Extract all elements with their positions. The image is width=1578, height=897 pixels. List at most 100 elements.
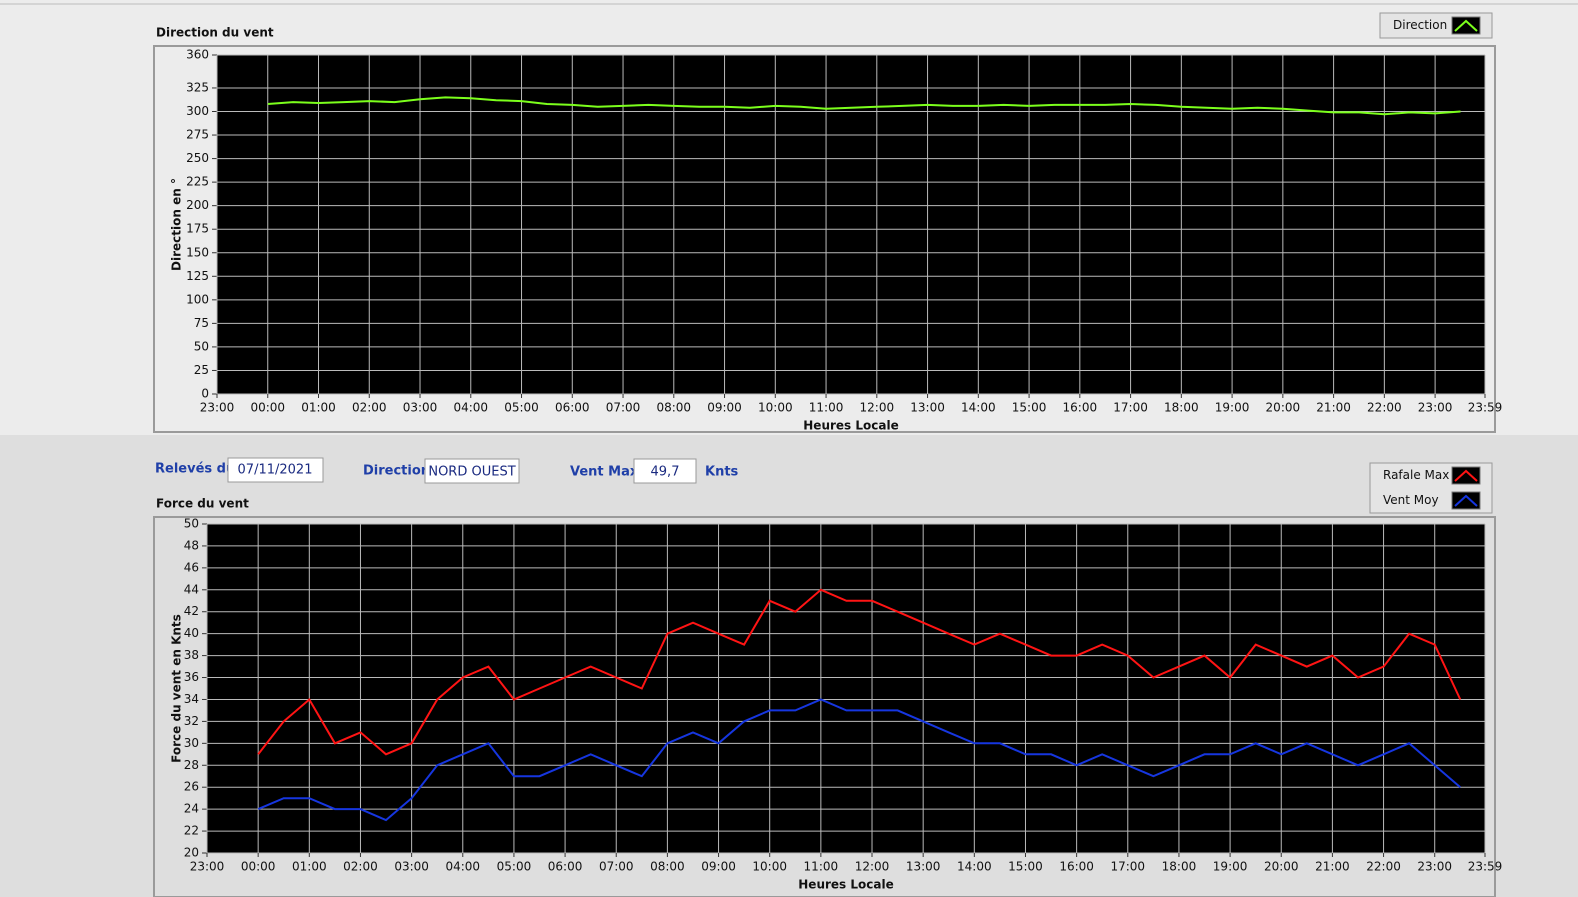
x-tick-label: 09:00: [701, 860, 736, 874]
x-tick-label: 01:00: [301, 401, 336, 415]
y-tick-label: 300: [186, 104, 209, 118]
y-tick-label: 36: [184, 670, 199, 684]
plot-area: [207, 524, 1485, 853]
x-tick-label: 15:00: [1012, 401, 1047, 415]
x-tick-label: 23:00: [190, 860, 225, 874]
x-tick-label: 19:00: [1213, 860, 1248, 874]
y-tick-label: 26: [184, 780, 199, 794]
legend-label: Direction: [1393, 18, 1447, 32]
legend-label: Rafale Max: [1383, 468, 1449, 482]
x-tick-label: 21:00: [1316, 401, 1351, 415]
y-tick-label: 44: [184, 582, 199, 596]
chart-title: Direction du vent: [156, 26, 274, 40]
x-tick-label: 11:00: [809, 401, 844, 415]
legend-swatch: [1454, 494, 1478, 507]
field-label: Relevés du: [155, 462, 235, 477]
x-tick-label: 19:00: [1215, 401, 1250, 415]
y-tick-label: 0: [201, 387, 209, 401]
field-box[interactable]: [227, 457, 324, 483]
x-axis-label: Heures Locale: [803, 419, 898, 433]
x-tick-label: 07:00: [606, 401, 641, 415]
y-tick-label: 34: [184, 692, 199, 706]
x-tick-label: 23:00: [1418, 401, 1453, 415]
x-tick-label: 04:00: [453, 401, 488, 415]
y-tick-label: 28: [184, 758, 199, 772]
legend-label: Vent Moy: [1383, 493, 1439, 507]
x-tick-label: 20:00: [1264, 860, 1299, 874]
x-tick-label: 16:00: [1063, 401, 1098, 415]
x-axis-label: Heures Locale: [798, 878, 893, 892]
y-tick-label: 42: [184, 604, 199, 618]
data-line: [257, 698, 1461, 822]
x-tick-label: 01:00: [292, 860, 327, 874]
x-tick-label: 13:00: [910, 401, 945, 415]
y-tick-label: 100: [186, 292, 209, 306]
x-tick-label: 14:00: [961, 401, 996, 415]
x-tick-label: 23:00: [200, 401, 235, 415]
x-tick-label: 05:00: [504, 401, 539, 415]
field-label: Direction: [363, 464, 430, 479]
x-tick-label: 06:00: [548, 860, 583, 874]
y-tick-label: 200: [186, 198, 209, 212]
legend-swatch: [1454, 19, 1478, 32]
x-tick-label: 09:00: [707, 401, 742, 415]
x-tick-label: 10:00: [752, 860, 787, 874]
x-tick-label: 22:00: [1367, 401, 1402, 415]
y-tick-label: 50: [194, 339, 209, 353]
y-tick-label: 125: [186, 269, 209, 283]
data-line: [267, 96, 1461, 116]
y-axis-label: Force du vent en Knts: [170, 614, 184, 763]
y-tick-label: 24: [184, 802, 199, 816]
y-tick-label: 22: [184, 824, 199, 838]
legend-icon: [1451, 16, 1481, 35]
data-line: [257, 588, 1462, 756]
field-box[interactable]: [424, 458, 520, 484]
x-tick-label: 00:00: [250, 401, 285, 415]
y-tick-label: 50: [184, 517, 199, 531]
y-axis-label: Direction en °: [170, 178, 184, 271]
legend-icon: [1451, 491, 1481, 510]
y-tick-label: 46: [184, 560, 199, 574]
x-tick-label: 08:00: [650, 860, 685, 874]
y-tick-label: 75: [194, 316, 209, 330]
x-tick-label: 17:00: [1113, 401, 1148, 415]
y-tick-label: 250: [186, 151, 209, 165]
field-value: 07/11/2021: [238, 463, 313, 478]
x-tick-label: 23:59: [1468, 860, 1503, 874]
y-tick-label: 360: [186, 48, 209, 62]
x-tick-label: 06:00: [555, 401, 590, 415]
field-box[interactable]: [633, 458, 697, 484]
y-tick-label: 38: [184, 648, 199, 662]
x-tick-label: 10:00: [758, 401, 793, 415]
y-tick-label: 32: [184, 714, 199, 728]
x-tick-label: 12:00: [860, 401, 895, 415]
x-tick-label: 18:00: [1162, 860, 1197, 874]
chart-title: Force du vent: [156, 497, 249, 511]
chart-frame: [153, 516, 1496, 897]
field-unit: Knts: [705, 465, 739, 480]
x-tick-label: 08:00: [656, 401, 691, 415]
x-tick-label: 04:00: [445, 860, 480, 874]
y-tick-label: 30: [184, 736, 199, 750]
chart-frame: [153, 45, 1496, 433]
x-tick-label: 13:00: [906, 860, 941, 874]
x-tick-label: 16:00: [1059, 860, 1094, 874]
x-tick-label: 07:00: [599, 860, 634, 874]
x-tick-label: 03:00: [394, 860, 429, 874]
x-tick-label: 23:59: [1468, 401, 1503, 415]
x-tick-label: 21:00: [1315, 860, 1350, 874]
x-tick-label: 05:00: [497, 860, 532, 874]
x-tick-label: 02:00: [343, 860, 378, 874]
x-tick-label: 22:00: [1366, 860, 1401, 874]
y-tick-label: 225: [186, 175, 209, 189]
x-tick-label: 23:00: [1417, 860, 1452, 874]
x-tick-label: 17:00: [1110, 860, 1145, 874]
x-tick-label: 02:00: [352, 401, 387, 415]
y-tick-label: 275: [186, 128, 209, 142]
y-tick-label: 25: [194, 363, 209, 377]
x-tick-label: 14:00: [957, 860, 992, 874]
y-tick-label: 325: [186, 80, 209, 94]
field-label: Vent Max: [570, 465, 639, 480]
legend-swatch: [1454, 469, 1478, 482]
